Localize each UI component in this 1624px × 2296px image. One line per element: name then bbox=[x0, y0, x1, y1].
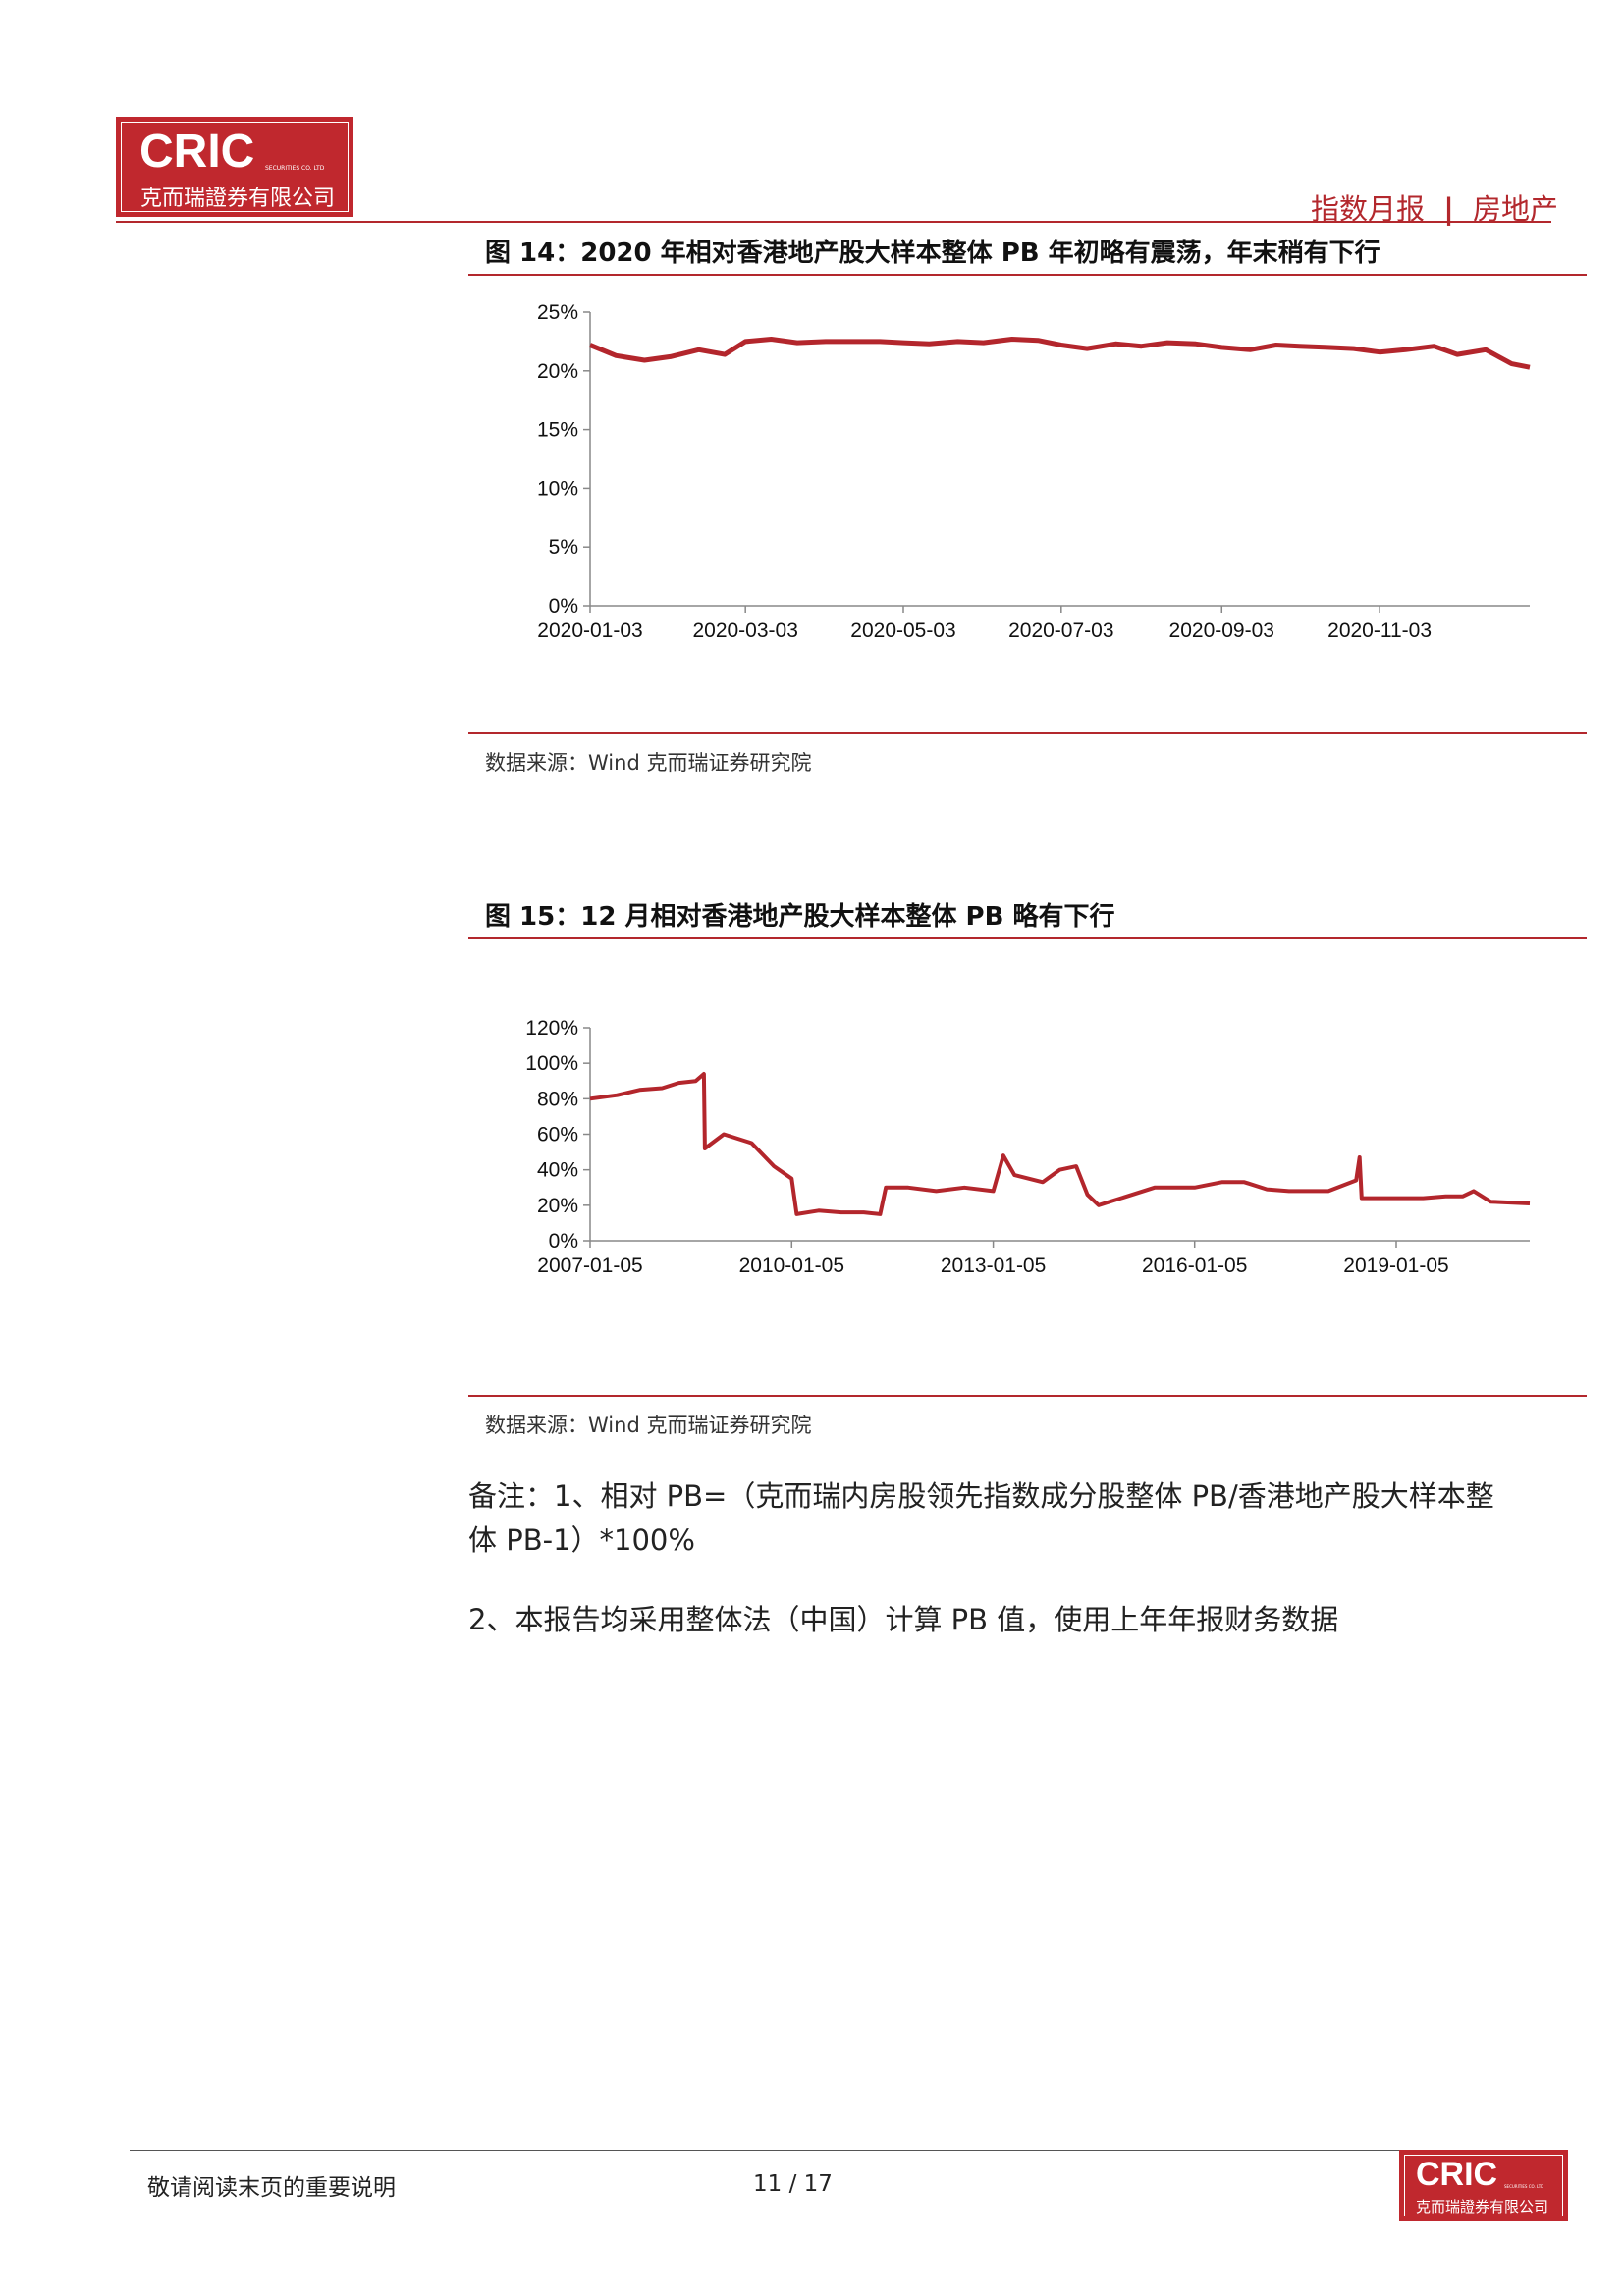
f15-x-tick-label: 2016-01-05 bbox=[1142, 1255, 1247, 1277]
f15-y-tick-label: 120% bbox=[525, 1017, 578, 1040]
logo-company-name: 克而瑞證券有限公司 bbox=[140, 187, 336, 211]
figure15-x-ticks: 2007-01-05 2010-01-05 2013-01-05 2016-01-05… bbox=[537, 1241, 1449, 1277]
note1-line2: 体 PB-1）*100% bbox=[468, 1523, 695, 1557]
figure14-y-ticks: 25% 20% 15% 10% 5% 0% bbox=[537, 301, 590, 617]
figure14-caption: 图 14：2020 年相对香港地产股大样本整体 PB 年初略有震荡，年末稍有下行 bbox=[485, 239, 1380, 268]
figure14-bottom-rule bbox=[468, 732, 1587, 734]
footer-logo-brand-text: CRIC bbox=[1416, 2156, 1498, 2193]
f14-y-tick-label: 5% bbox=[549, 536, 578, 559]
f14-x-tick-label: 2020-05-03 bbox=[850, 619, 955, 642]
logo-small-text: SECURITIES CO. LTD bbox=[265, 165, 325, 172]
f15-y-tick-label: 80% bbox=[537, 1088, 578, 1110]
f14-y-tick-label: 25% bbox=[537, 301, 578, 324]
f14-y-tick-label: 15% bbox=[537, 419, 578, 442]
footer-page-number: 11 / 17 bbox=[753, 2171, 833, 2197]
f15-x-tick-label: 2013-01-05 bbox=[941, 1255, 1046, 1277]
figure15-bottom-rule bbox=[468, 1395, 1587, 1397]
footer-disclaimer: 敬请阅读末页的重要说明 bbox=[147, 2175, 396, 2201]
figure14-source: 数据来源：Wind 克而瑞证券研究院 bbox=[485, 751, 812, 774]
figure14-x-ticks: 2020-01-03 2020-03-03 2020-05-03 2020-07-03… bbox=[537, 606, 1432, 642]
figure14-series-line bbox=[589, 337, 1531, 370]
f15-y-tick-label: 40% bbox=[537, 1159, 578, 1182]
figure15-top-rule bbox=[468, 937, 1587, 939]
header-logo: CRIC SECURITIES CO. LTD 克而瑞證券有限公司 bbox=[116, 117, 353, 217]
f15-x-tick-label: 2019-01-05 bbox=[1343, 1255, 1448, 1277]
f15-y-tick-label: 60% bbox=[537, 1124, 578, 1147]
f15-x-tick-label: 2010-01-05 bbox=[739, 1255, 844, 1277]
f15-x-tick-label: 2007-01-05 bbox=[537, 1255, 642, 1277]
f15-y-tick-label: 20% bbox=[537, 1195, 578, 1217]
f14-x-tick-label: 2020-03-03 bbox=[692, 619, 797, 642]
header-rule bbox=[116, 221, 1551, 223]
f14-x-tick-label: 2020-09-03 bbox=[1169, 619, 1274, 642]
f14-y-tick-label: 0% bbox=[549, 595, 578, 617]
notes-block: 备注：1、相对 PB=（克而瑞内房股领先指数成分股整体 PB/香港地产股大样本整… bbox=[468, 1474, 1588, 1642]
figure15-chart: 120% 100% 80% 60% 40% 20% 0% 2007-01-05 2010-01… bbox=[525, 1017, 1531, 1277]
header-report-type: 指数月报 | 房地产 bbox=[1311, 187, 1558, 228]
figure14-chart: 25%20%15%10%5%0% 2020-01-03 2020-03-03 202… bbox=[537, 301, 1531, 642]
f15-y-tick-label: 0% bbox=[549, 1230, 578, 1253]
figure15-series-line bbox=[589, 1072, 1531, 1216]
report-type-label: 指数月报 bbox=[1311, 192, 1426, 226]
footer-logo-small-text: SECURITIES CO. LTD bbox=[1504, 2184, 1544, 2189]
figure15-caption: 图 15：12 月相对香港地产股大样本整体 PB 略有下行 bbox=[485, 902, 1115, 932]
figure14-top-rule bbox=[468, 274, 1587, 276]
f14-x-tick-label: 2020-01-03 bbox=[537, 619, 642, 642]
f14-y-tick-label: 10% bbox=[537, 477, 578, 500]
figure15-source: 数据来源：Wind 克而瑞证券研究院 bbox=[485, 1414, 812, 1437]
logo-brand-text: CRIC bbox=[139, 126, 255, 178]
footer-rule bbox=[130, 2150, 1565, 2151]
sector-label: 房地产 bbox=[1473, 192, 1559, 226]
figure15-y-ticks: 120% 100% 80% 60% 40% 20% 0% bbox=[525, 1017, 590, 1253]
footer-logo: CRIC SECURITIES CO. LTD 克而瑞證券有限公司 bbox=[1399, 2150, 1568, 2221]
note2: 2、本报告均采用整体法（中国）计算 PB 值，使用上年年报财务数据 bbox=[468, 1603, 1339, 1636]
f14-y-tick-label: 20% bbox=[537, 360, 578, 383]
f14-x-tick-label: 2020-07-03 bbox=[1008, 619, 1113, 642]
footer-logo-company-name: 克而瑞證券有限公司 bbox=[1416, 2198, 1549, 2216]
f14-x-tick-label: 2020-11-03 bbox=[1327, 619, 1432, 642]
f15-y-tick-label: 100% bbox=[525, 1052, 578, 1075]
header-separator: | bbox=[1443, 192, 1454, 226]
note1-line1: 备注：1、相对 PB=（克而瑞内房股领先指数成分股整体 PB/香港地产股大样本整 bbox=[468, 1479, 1494, 1513]
